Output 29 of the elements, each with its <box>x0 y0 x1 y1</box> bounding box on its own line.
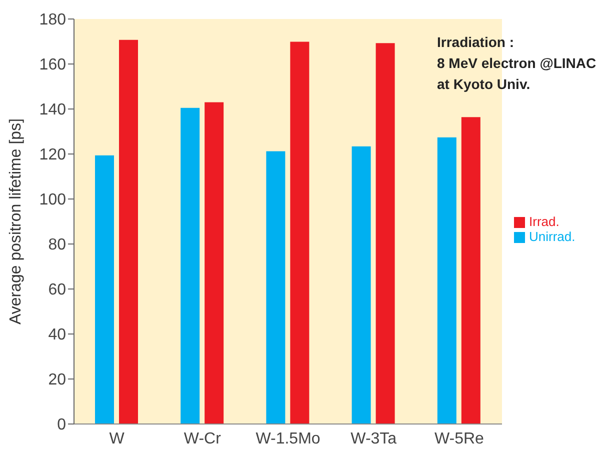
x-tick-label: W-5Re <box>434 430 484 448</box>
y-tick-label: 180 <box>39 12 66 29</box>
y-tick-label: 140 <box>39 102 66 119</box>
bar <box>461 117 480 424</box>
annotation: Irradiation : 8 MeV electron @LINAC at Kyoto Univ. <box>437 33 596 94</box>
y-tick-label: 160 <box>39 56 66 74</box>
bar <box>437 137 456 424</box>
bar <box>119 40 138 424</box>
y-tick-label: 120 <box>39 146 66 164</box>
bar <box>95 155 114 424</box>
y-axis-title: Average positron lifetime [ps] <box>8 118 25 325</box>
bar <box>352 146 371 424</box>
x-tick-label: W <box>109 430 126 448</box>
x-tick-label: W-3Ta <box>350 430 397 448</box>
y-tick-label: 40 <box>48 326 66 344</box>
y-tick-label: 100 <box>39 192 66 209</box>
y-tick-label: 60 <box>48 282 66 299</box>
legend-label: Irrad. <box>529 214 560 228</box>
legend-label: Unirrad. <box>529 228 576 244</box>
bar <box>290 42 310 424</box>
bar <box>266 151 286 424</box>
y-tick-label: 80 <box>48 236 66 254</box>
x-tick-label: W-1.5Mo <box>256 430 320 448</box>
bar <box>204 102 224 424</box>
y-tick-label: 0 <box>57 416 66 434</box>
y-tick-label: 20 <box>48 372 66 389</box>
bar <box>376 43 395 424</box>
bar <box>180 108 200 424</box>
x-tick-label: W-Cr <box>184 430 222 448</box>
